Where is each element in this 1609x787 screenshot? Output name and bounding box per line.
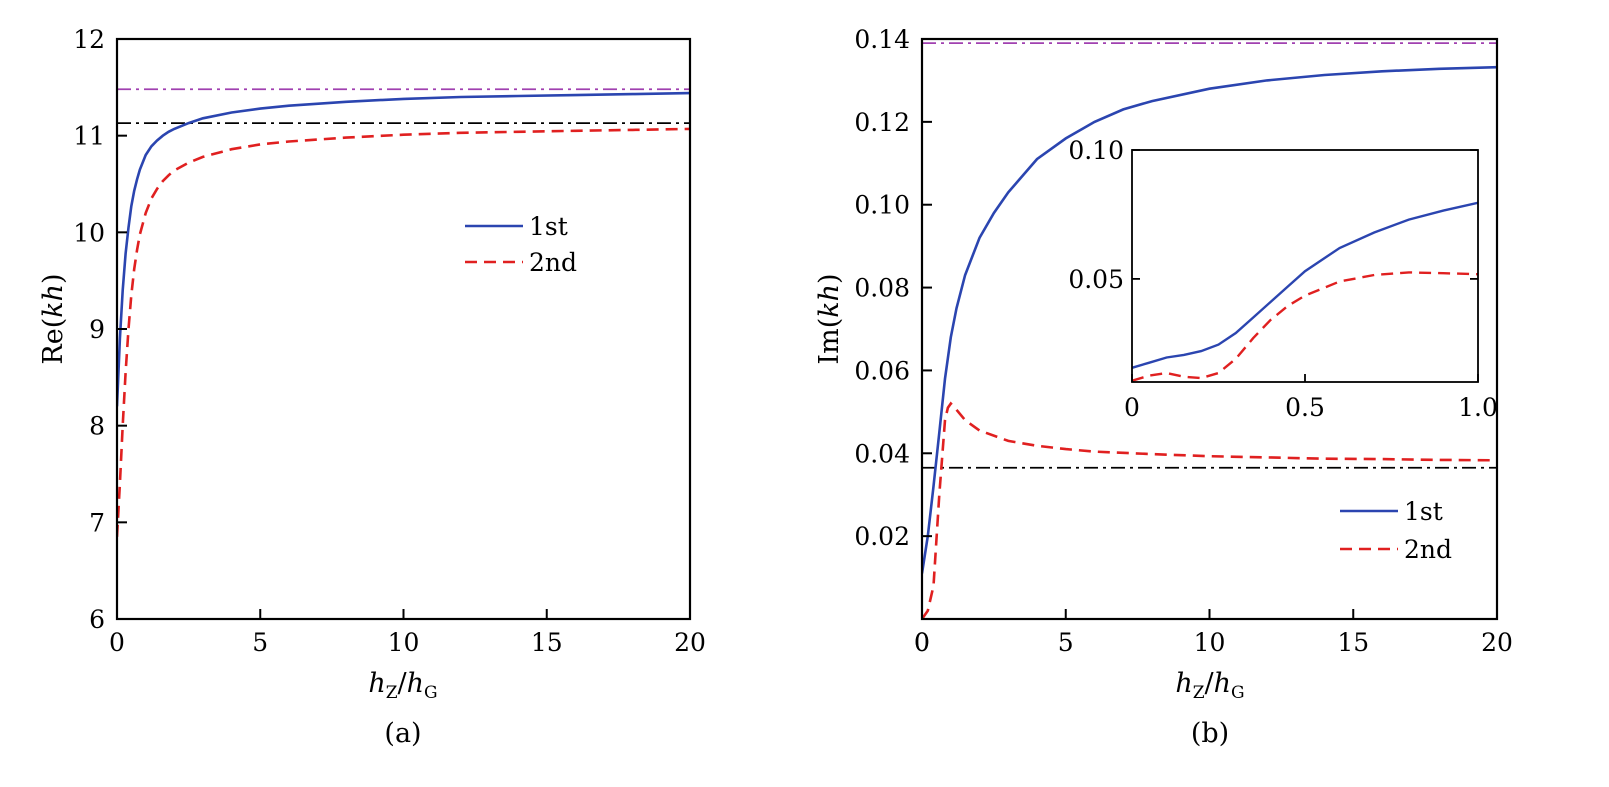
panel-caption: (b) xyxy=(1191,718,1229,749)
y-tick-label: 11 xyxy=(73,122,105,151)
x-tick-label: 0 xyxy=(914,628,930,657)
legend-label: 1st xyxy=(529,212,568,241)
x-tick-label: 15 xyxy=(531,628,563,657)
plot-frame xyxy=(115,37,692,621)
series-line-2nd xyxy=(922,401,1497,619)
inset-x-tick-label: 1.0 xyxy=(1458,393,1498,422)
panel-caption: (a) xyxy=(384,718,421,749)
y-tick-label: 6 xyxy=(89,605,105,634)
x-tick-label: 20 xyxy=(1481,628,1513,657)
x-tick-label: 15 xyxy=(1337,628,1369,657)
inset-background xyxy=(1132,150,1478,382)
y-axis-label: Im(kh) xyxy=(814,273,845,364)
y-tick-label: 0.08 xyxy=(854,274,910,303)
x-tick-label: 5 xyxy=(252,628,268,657)
inset-x-tick-label: 0 xyxy=(1124,393,1140,422)
inset-series-line-1st xyxy=(1132,201,1478,369)
legend-label: 2nd xyxy=(1404,535,1452,564)
y-tick-label: 9 xyxy=(89,315,105,344)
inset-x-tick-label: 0.5 xyxy=(1285,393,1325,422)
inset-series-line-2nd xyxy=(1132,271,1478,382)
x-tick-label: 0 xyxy=(914,628,930,657)
y-tick-label: 0.04 xyxy=(854,439,910,468)
x-axis-label: hZ/hG xyxy=(368,668,437,703)
y-tick-label: 0.12 xyxy=(854,108,910,137)
inset-plot: 0 0.5 1.0 0.05 0.10 xyxy=(1068,136,1498,422)
y-tick-label: 8 xyxy=(89,412,105,441)
x-axis-label: hZ/hG xyxy=(1175,668,1244,703)
legend-label: 2nd xyxy=(529,248,577,277)
x-tick-label: 10 xyxy=(1194,628,1226,657)
y-tick-label: 7 xyxy=(89,508,105,537)
y-tick-label: 10 xyxy=(73,218,105,247)
y-axis-label: Re(kh) xyxy=(38,273,69,364)
y-tick-label: 0.06 xyxy=(854,356,910,385)
y-tick-label: 0.02 xyxy=(854,522,910,551)
y-tick-label: 0.14 xyxy=(854,25,910,54)
series-line-1st xyxy=(117,91,690,407)
inset-y-tick-label: 0.10 xyxy=(1068,136,1124,165)
panel-b: 0 5 10 15 20 0.02 0.04 0.06 0.08 0.10 0.12 0.14 0 Im(… xyxy=(814,25,1513,749)
x-tick-label: 5 xyxy=(1058,628,1074,657)
y-tick-label: 12 xyxy=(73,25,105,54)
x-tick-label: 20 xyxy=(674,628,706,657)
x-tick-label: 10 xyxy=(388,628,420,657)
series-line-2nd xyxy=(117,127,690,537)
series-line-1st xyxy=(922,65,1497,574)
inset-y-tick-label: 0.05 xyxy=(1068,265,1124,294)
legend-label: 1st xyxy=(1404,497,1443,526)
x-tick-label: 0 xyxy=(109,628,125,657)
y-tick-label: 0.10 xyxy=(854,191,910,220)
